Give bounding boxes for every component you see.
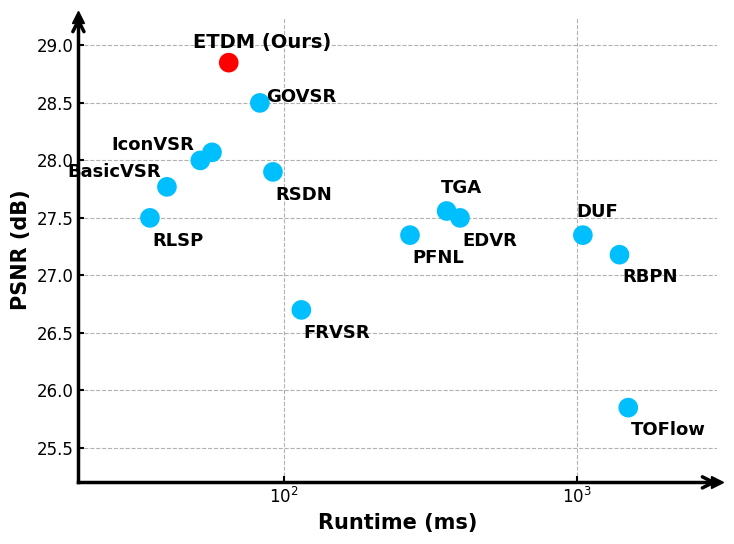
Point — [404, 231, 416, 239]
Text: RSDN: RSDN — [275, 186, 333, 203]
Text: GOVSR: GOVSR — [266, 88, 336, 106]
Text: RBPN: RBPN — [622, 269, 677, 287]
Y-axis label: PSNR (dB): PSNR (dB) — [11, 189, 31, 310]
Point — [622, 403, 634, 412]
Text: TGA: TGA — [440, 179, 482, 197]
Point — [614, 250, 625, 259]
Point — [454, 214, 466, 222]
Point — [296, 306, 308, 314]
Text: ETDM (Ours): ETDM (Ours) — [194, 33, 332, 52]
Text: RLSP: RLSP — [153, 232, 204, 250]
Point — [195, 156, 206, 165]
Point — [254, 98, 266, 107]
Text: PFNL: PFNL — [413, 249, 465, 267]
Text: IconVSR: IconVSR — [112, 137, 194, 154]
Point — [161, 182, 172, 191]
X-axis label: Runtime (ms): Runtime (ms) — [318, 513, 478, 533]
Text: BasicVSR: BasicVSR — [67, 163, 161, 181]
Text: TOFlow: TOFlow — [631, 422, 705, 440]
Point — [206, 148, 218, 157]
Text: FRVSR: FRVSR — [304, 324, 371, 342]
Point — [577, 231, 589, 239]
Point — [267, 168, 279, 176]
Point — [440, 207, 452, 215]
Point — [144, 214, 156, 222]
Text: EDVR: EDVR — [462, 232, 517, 250]
Point — [223, 58, 235, 67]
Text: DUF: DUF — [577, 203, 619, 221]
